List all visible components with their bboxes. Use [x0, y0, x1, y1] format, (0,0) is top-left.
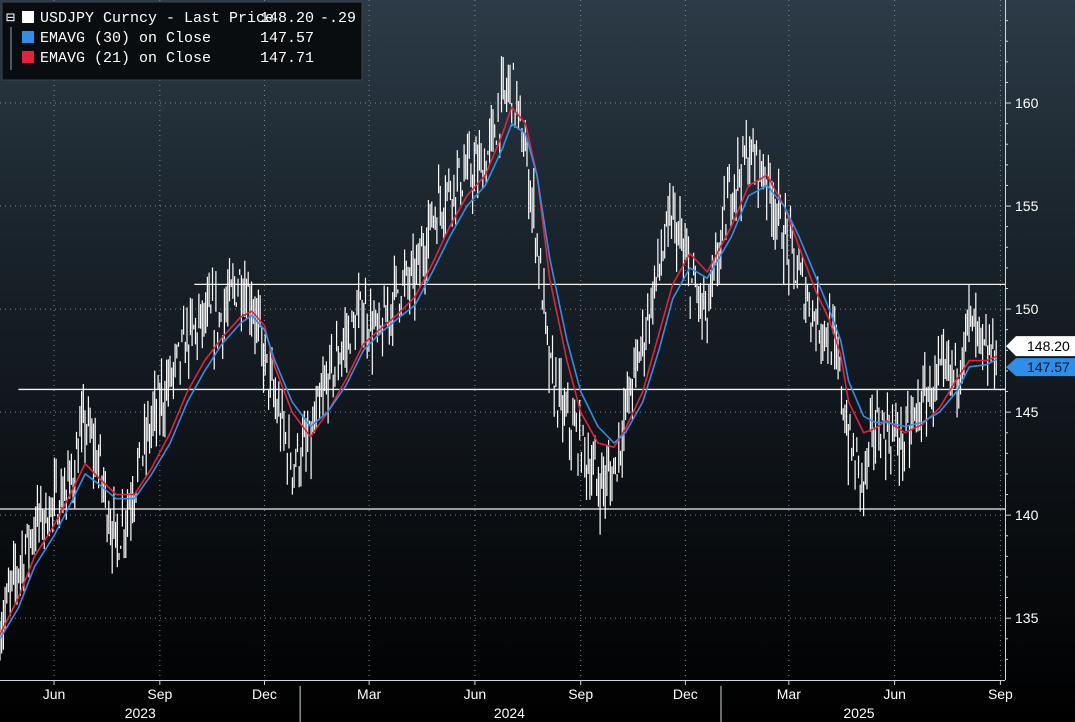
- ema30-tag-text: 147.57: [1027, 359, 1070, 375]
- x-tick-label: Sep: [988, 686, 1013, 702]
- x-tick-label: Jun: [883, 686, 906, 702]
- legend-collapse-icon: ⊟: [6, 10, 15, 27]
- legend-swatch: [22, 31, 34, 43]
- last-price-tag-text: 148.20: [1027, 338, 1070, 354]
- ema-lines: [0, 106, 998, 640]
- year-label: 2024: [494, 705, 525, 721]
- legend-background: [1, 1, 363, 81]
- legend-value: 148.20: [260, 10, 314, 27]
- legend-label: EMAVG (21) on Close: [40, 50, 211, 67]
- year-label: 2025: [843, 705, 874, 721]
- legend-change: -.29: [320, 10, 356, 27]
- x-tick-label: Dec: [673, 686, 698, 702]
- y-tick-label: 155: [1015, 198, 1039, 214]
- legend-label: EMAVG (30) on Close: [40, 30, 211, 47]
- year-label: 2023: [125, 705, 156, 721]
- last-price-tag: [1006, 336, 1075, 357]
- legend-label: USDJPY Curncy - Last Price: [40, 10, 274, 27]
- y-tick-label: 135: [1015, 610, 1039, 626]
- legend-value: 147.57: [260, 30, 314, 47]
- y-tick-label: 160: [1015, 95, 1039, 111]
- x-tick-label: Mar: [777, 686, 801, 702]
- y-tick-label: 150: [1015, 301, 1039, 317]
- legend-value: 147.71: [260, 50, 314, 67]
- x-tick-label: Mar: [357, 686, 381, 702]
- x-tick-label: Sep: [568, 686, 593, 702]
- x-axis: Jun Sep Dec Mar Jun Sep Dec Mar Jun Sep 2023 2024 20…: [0, 680, 1013, 722]
- x-tick-label: Sep: [147, 686, 172, 702]
- horizontal-levels: [0, 283, 1005, 510]
- x-tick-label: Dec: [252, 686, 277, 702]
- legend-swatch: [22, 11, 34, 23]
- price-series: [0, 56, 997, 661]
- grid-lines: [0, 0, 1005, 680]
- y-axis: 135 140 145 150 155 160: [1005, 0, 1039, 680]
- x-tick-label: Jun: [43, 686, 66, 702]
- legend-swatch: [22, 51, 34, 63]
- x-tick-label: Jun: [464, 686, 487, 702]
- ema30-price-tag: [1006, 358, 1075, 377]
- y-tick-label: 140: [1015, 507, 1039, 523]
- ema21-line: [0, 106, 998, 636]
- ema30-line: [0, 122, 998, 640]
- y-tick-label: 145: [1015, 404, 1039, 420]
- price-tags: 147.57 148.20: [1006, 336, 1075, 377]
